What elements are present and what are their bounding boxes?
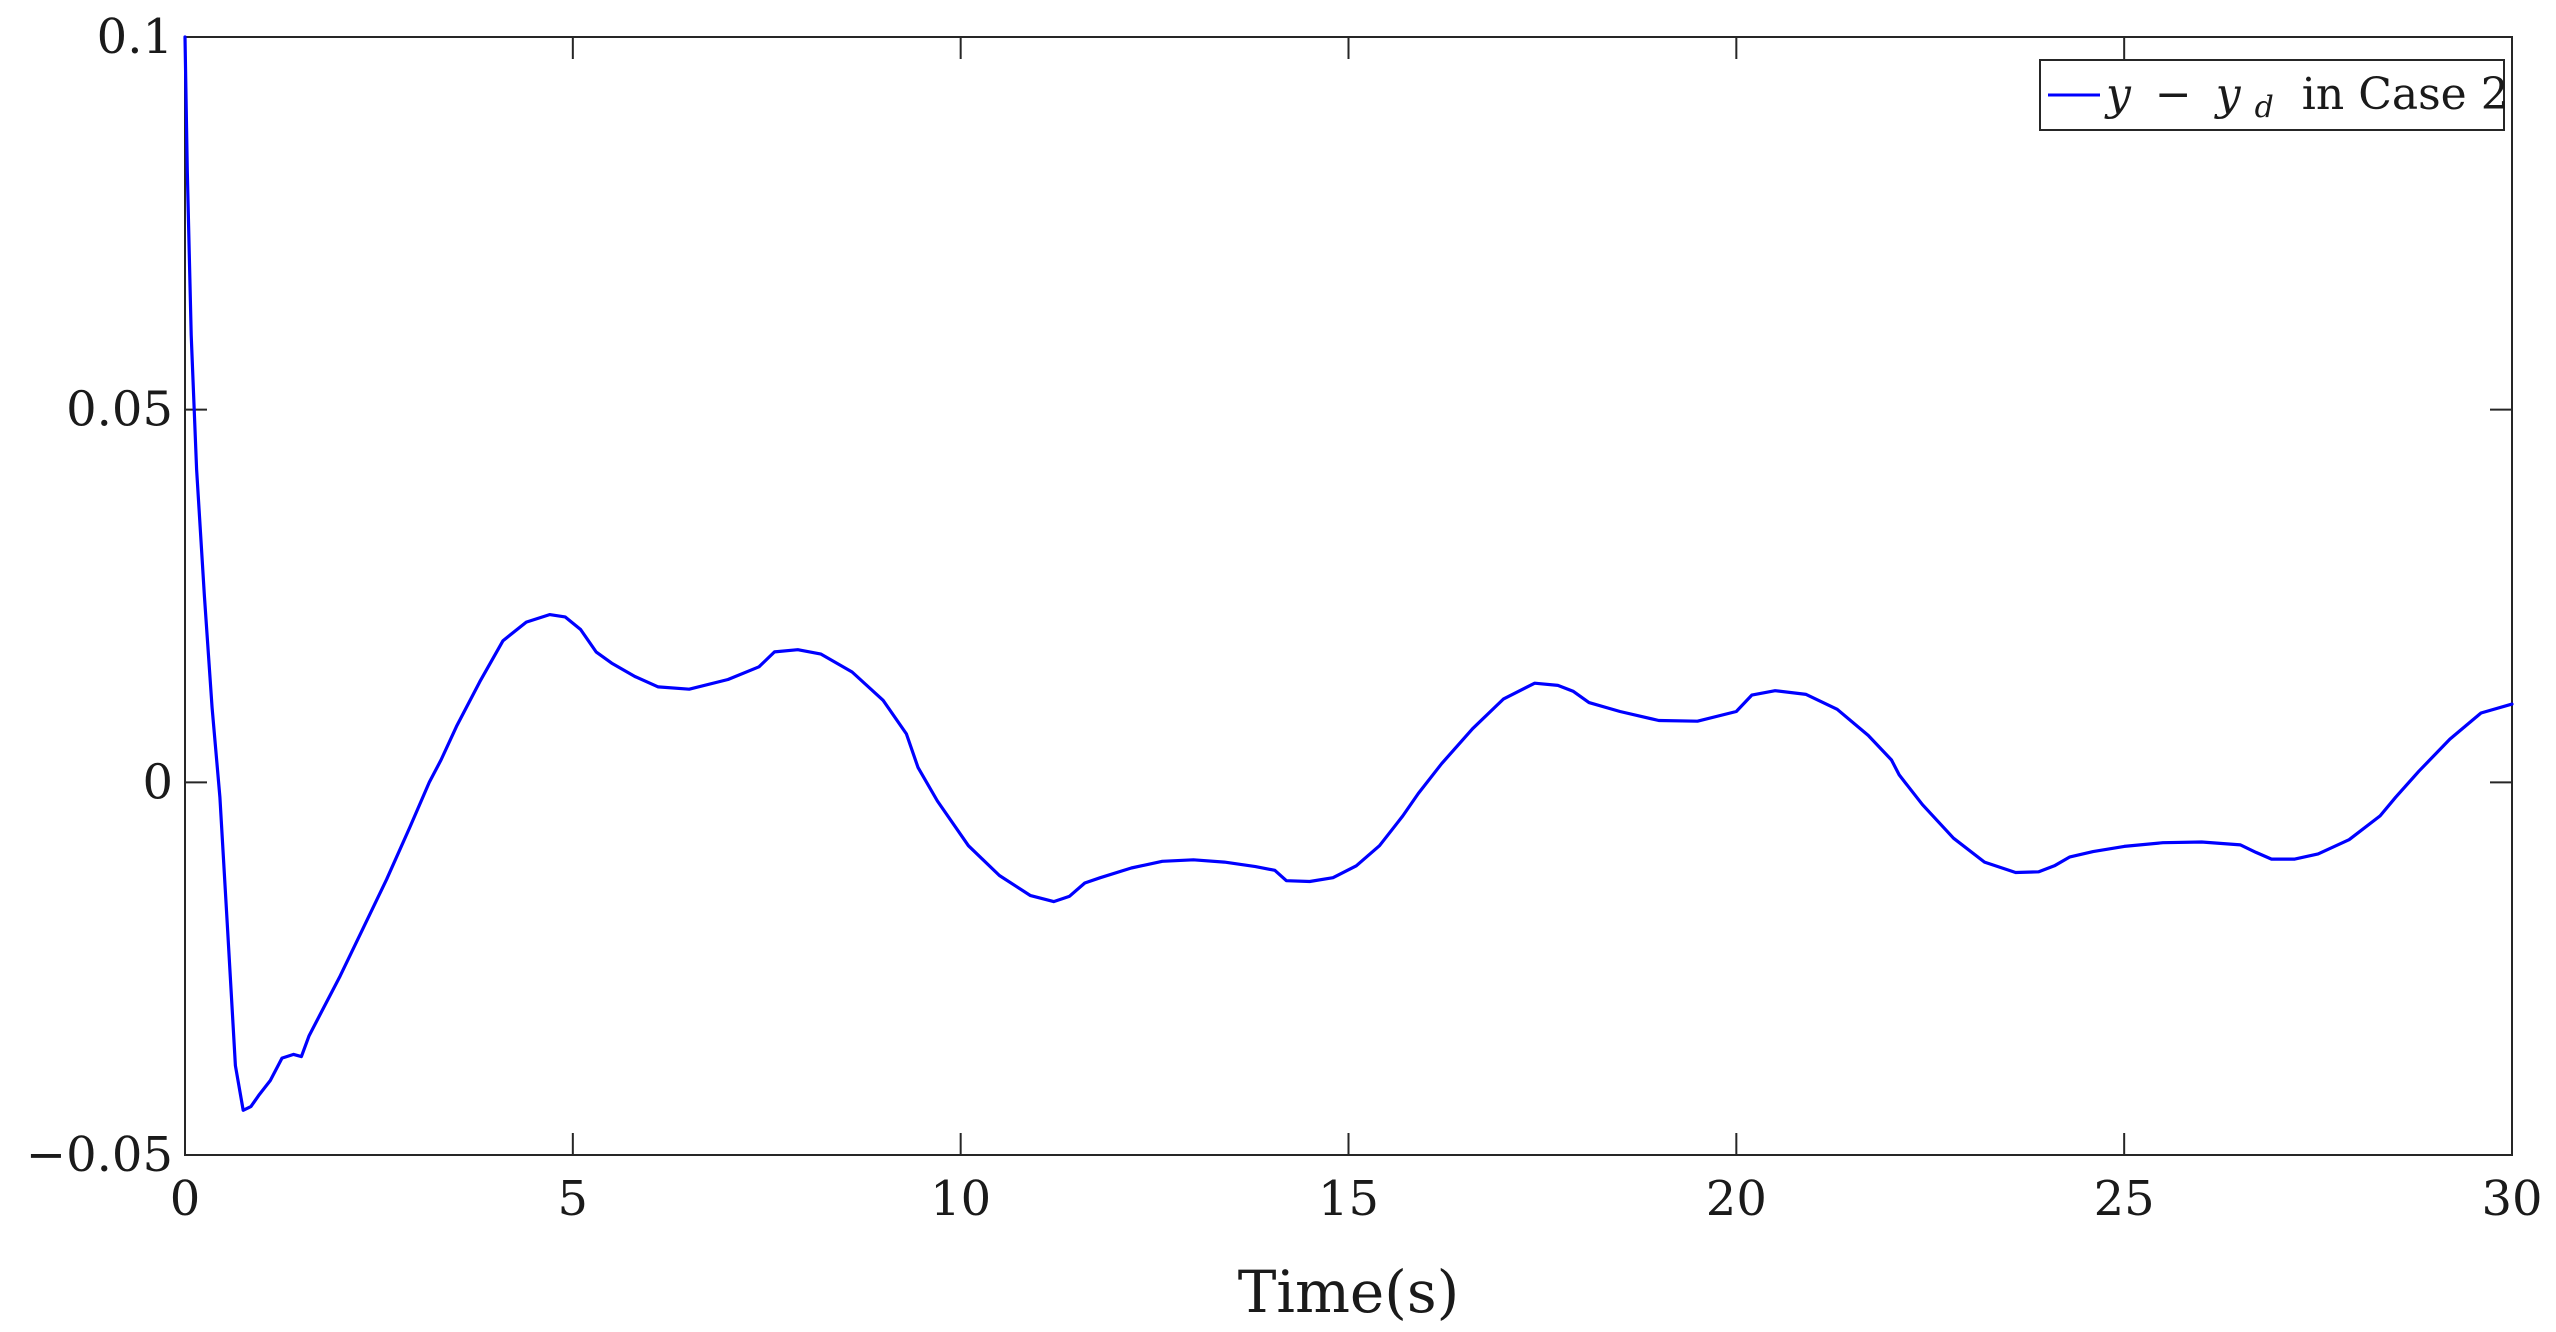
x-axis-label: Time(s): [1238, 1258, 1460, 1326]
y-axis: −0.05 0 0.05 0.1: [26, 9, 2512, 1183]
legend-entry-label: y − y d in Case 2: [2104, 69, 2509, 128]
x-tick-label: 15: [1318, 1171, 1379, 1227]
legend-math-y: y: [2104, 69, 2132, 120]
x-tick-label: 30: [2481, 1171, 2542, 1227]
legend-text: in Case 2: [2288, 69, 2509, 120]
legend-box: [2039, 59, 2505, 131]
series-group: [183, 35, 2514, 1112]
legend: y − y d in Case 2: [2039, 59, 2509, 131]
y-tick-label: 0.05: [66, 382, 173, 438]
y-tick-label: 0.1: [97, 9, 173, 65]
x-tick-label: 5: [558, 1171, 589, 1227]
x-tick-label: 20: [1706, 1171, 1767, 1227]
legend-subscript: d: [2255, 90, 2274, 125]
legend-minus: −: [2155, 69, 2192, 120]
legend-math-yd: y: [2214, 69, 2242, 120]
x-tick-label: 0: [170, 1171, 201, 1227]
x-axis: 0 5 10 15 20 25 30: [170, 37, 2543, 1227]
series-line: [183, 35, 2514, 1112]
y-tick-label: −0.05: [26, 1127, 173, 1183]
x-tick-label: 25: [2094, 1171, 2155, 1227]
x-tick-label: 10: [930, 1171, 991, 1227]
y-tick-label: 0: [142, 754, 173, 810]
